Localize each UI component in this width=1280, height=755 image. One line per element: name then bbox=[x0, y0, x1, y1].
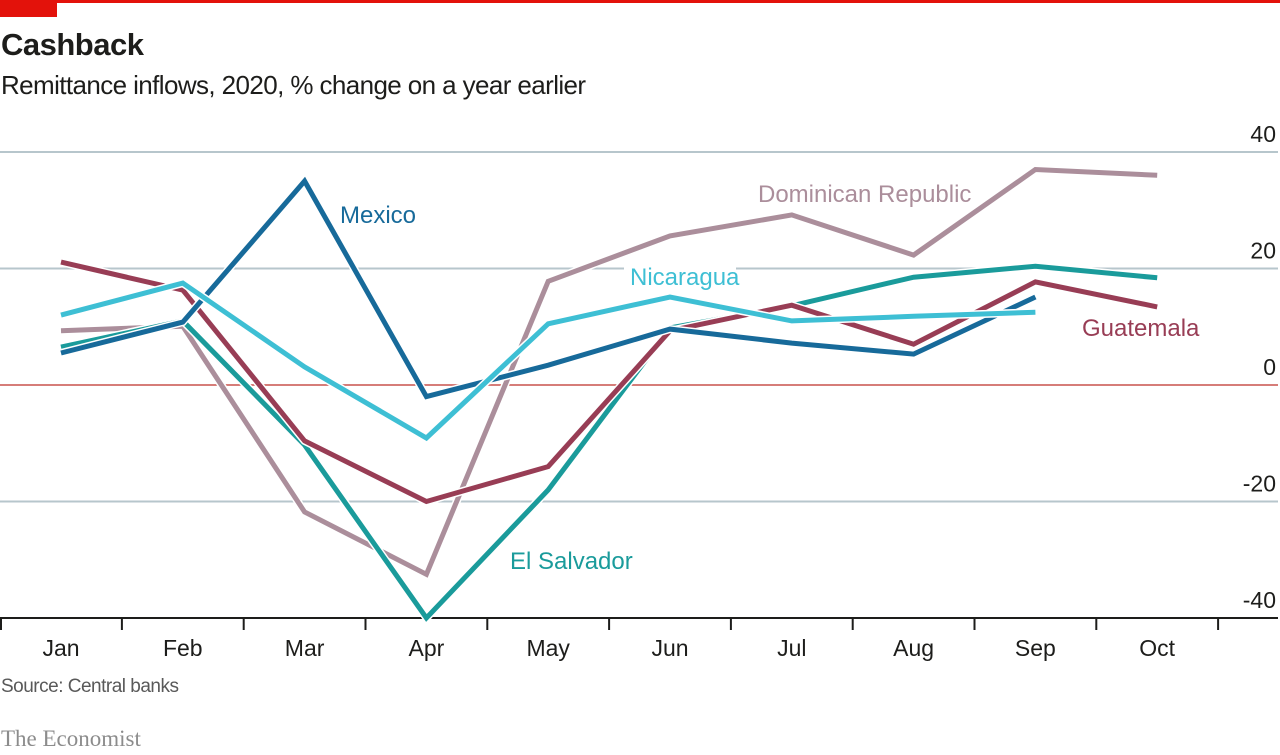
x-tick-label: Aug bbox=[893, 635, 934, 661]
series-labels: Mexico Dominican Republic Nicaragua Guatema… bbox=[340, 181, 1200, 575]
dominican-republic-label: Dominican Republic bbox=[758, 181, 971, 208]
mexico-line bbox=[60, 176, 1037, 400]
guatemala-line bbox=[60, 259, 1158, 505]
dominican-republic-line-halo bbox=[60, 165, 1158, 580]
el-salvador-label: El Salvador bbox=[510, 548, 633, 575]
guatemala-label: Guatemala bbox=[1082, 315, 1200, 342]
economist-logo: The Economist bbox=[1, 726, 141, 751]
chart-subtitle: Remittance inflows, 2020, % change on a … bbox=[1, 70, 586, 100]
x-tick-label: Jan bbox=[42, 635, 79, 661]
guatemala-line-halo bbox=[60, 258, 1159, 506]
x-tick-label: May bbox=[526, 635, 570, 661]
x-axis: Jan Feb Mar Apr May Jun Jul Aug Sep Oct bbox=[0, 617, 1278, 661]
x-tick-label: Oct bbox=[1139, 635, 1175, 661]
y-tick-label: -40 bbox=[1243, 587, 1276, 613]
brand-red-tab bbox=[0, 0, 57, 17]
el-salvador-line bbox=[60, 263, 1158, 622]
y-tick-label: 40 bbox=[1250, 121, 1276, 147]
x-tick-label: Jul bbox=[777, 635, 806, 661]
series-lines bbox=[59, 165, 1159, 625]
x-tick-label: Jun bbox=[651, 635, 688, 661]
x-tick-label: Mar bbox=[285, 635, 325, 661]
x-tick-label: Sep bbox=[1015, 635, 1056, 661]
mexico-label: Mexico bbox=[340, 202, 416, 229]
chart-title: Cashback bbox=[1, 27, 144, 62]
y-tick-label: 20 bbox=[1250, 238, 1276, 264]
x-tick-label: Feb bbox=[163, 635, 203, 661]
nicaragua-line bbox=[60, 280, 1036, 442]
top-rule bbox=[0, 0, 1280, 3]
nicaragua-label-bg bbox=[624, 261, 736, 291]
source-note: Source: Central banks bbox=[1, 676, 179, 697]
nicaragua-label: Nicaragua bbox=[630, 264, 740, 291]
x-tick-label: Apr bbox=[409, 635, 445, 661]
y-tick-label: 0 bbox=[1263, 354, 1276, 380]
y-tick-label: -20 bbox=[1243, 471, 1276, 497]
dominican-republic-line bbox=[60, 166, 1158, 578]
